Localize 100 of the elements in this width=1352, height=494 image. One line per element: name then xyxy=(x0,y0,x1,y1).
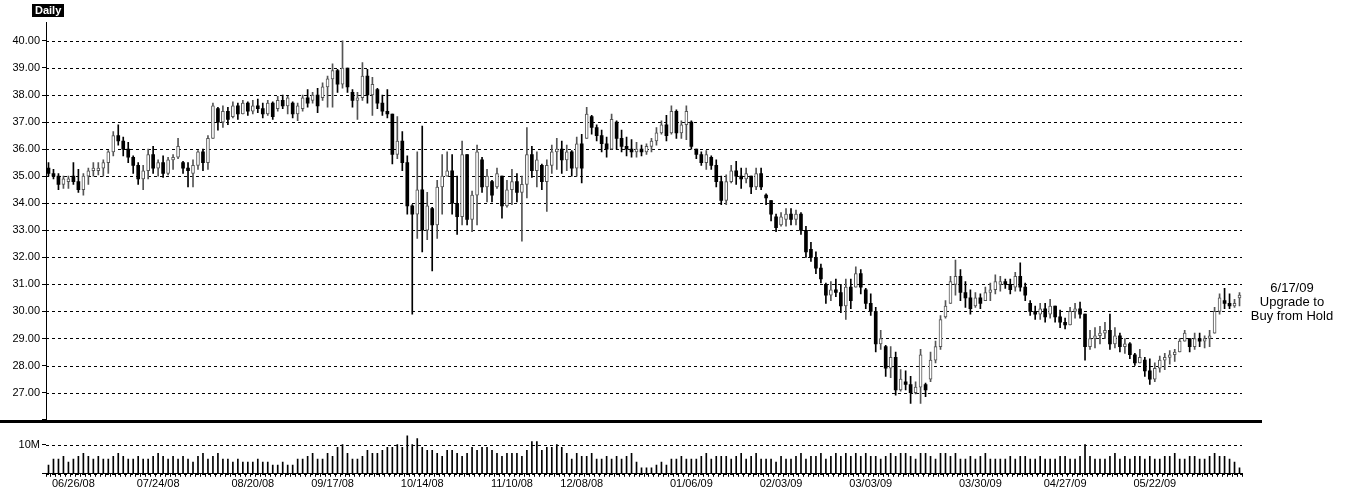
y-tick-label: 30.00 xyxy=(12,304,40,317)
candlestick xyxy=(1177,338,1182,353)
x-tick-label: 07/24/08 xyxy=(136,477,180,490)
candlestick xyxy=(166,156,170,176)
candlestick xyxy=(146,148,150,180)
candlestick xyxy=(231,101,235,119)
candlestick xyxy=(265,100,270,116)
candlestick xyxy=(395,116,400,159)
candlestick xyxy=(1152,362,1157,383)
candlestick xyxy=(1123,338,1127,354)
candlestick xyxy=(794,209,798,226)
candlestick xyxy=(704,150,709,170)
candlestick xyxy=(101,159,106,177)
x-tick-label: 05/22/09 xyxy=(1133,477,1177,490)
candlestick xyxy=(784,208,788,227)
candlestick xyxy=(1103,321,1107,339)
candlestick xyxy=(1088,330,1092,350)
candlestick xyxy=(111,131,116,157)
candlestick xyxy=(1093,327,1097,349)
candlestick xyxy=(355,92,360,120)
candlestick xyxy=(425,192,430,241)
candlestick xyxy=(1048,298,1052,319)
y-tick-label: 35.00 xyxy=(12,169,40,182)
candlestick xyxy=(1182,330,1187,342)
candlestick xyxy=(520,175,524,242)
candlestick xyxy=(495,167,499,189)
y-tick-label: 29.00 xyxy=(12,331,40,344)
candlestick xyxy=(470,190,474,232)
y-tick-label: 32.00 xyxy=(12,250,40,263)
candlestick xyxy=(206,135,210,170)
x-tick-label: 08/20/08 xyxy=(231,477,275,490)
candlestick xyxy=(554,137,559,170)
candlestick xyxy=(510,169,514,205)
candlestick xyxy=(564,144,569,172)
candlestick xyxy=(535,151,539,188)
candlestick xyxy=(1162,353,1167,370)
y-tick-label: 27.00 xyxy=(12,385,40,398)
x-tick-label: 01/06/09 xyxy=(669,477,713,490)
candlestick xyxy=(106,150,111,174)
candlestick xyxy=(191,159,195,188)
y-tick-label: 34.00 xyxy=(12,196,40,209)
candlestick xyxy=(435,179,440,239)
chart-title: Daily xyxy=(32,4,65,17)
candlestick xyxy=(505,179,509,208)
candlestick xyxy=(724,174,729,205)
y-tick-label: 28.00 xyxy=(12,358,40,371)
candlestick xyxy=(1138,348,1142,364)
candlestick xyxy=(988,282,993,301)
candlestick xyxy=(829,281,833,301)
candlestick xyxy=(754,167,758,191)
x-tick-label: 12/08/08 xyxy=(560,477,604,490)
y-tick-label: 37.00 xyxy=(12,115,40,128)
x-tick-label: 03/03/09 xyxy=(849,477,893,490)
candlestick xyxy=(285,96,290,115)
x-tick-label: 06/26/08 xyxy=(51,477,95,490)
x-tick-label: 10/14/08 xyxy=(400,477,444,490)
candlestick xyxy=(584,106,589,139)
candlestick xyxy=(275,96,280,112)
candlestick xyxy=(1073,302,1077,319)
candlestick xyxy=(1172,348,1177,362)
text: 6/17/09 Upgrade to Buy from Hold xyxy=(1250,280,1334,324)
candlestick xyxy=(744,167,748,184)
candlestick xyxy=(525,127,529,199)
y-tick-label: 38.00 xyxy=(12,88,40,101)
candlestick xyxy=(993,274,998,295)
candlestick xyxy=(1013,271,1018,292)
candlestick xyxy=(888,346,893,379)
candlestick xyxy=(1038,302,1043,320)
candlestick xyxy=(545,159,549,212)
x-tick-label: 03/30/09 xyxy=(958,477,1002,490)
candlestick xyxy=(998,275,1003,292)
y-tick-label: 39.00 xyxy=(12,61,40,74)
candlestick xyxy=(241,100,245,115)
x-tick-label: 02/03/09 xyxy=(759,477,803,490)
y-tick-label: 33.00 xyxy=(12,223,40,236)
candlestick xyxy=(729,165,734,184)
candlestick xyxy=(221,105,225,128)
candlestick xyxy=(141,165,146,191)
candlestick xyxy=(1113,327,1117,349)
candlestick xyxy=(485,169,489,203)
y-tick-label: 40.00 xyxy=(12,33,40,46)
candlestick xyxy=(1068,307,1072,326)
candlestick xyxy=(211,102,215,139)
y-tick-label: 31.00 xyxy=(12,277,40,290)
candlestick xyxy=(1098,325,1102,345)
candlestick xyxy=(475,144,479,226)
candlestick xyxy=(574,136,579,177)
y-tick-label: 36.00 xyxy=(12,142,40,155)
candlestick xyxy=(878,330,883,350)
y2-tick-label: 10M xyxy=(18,437,40,450)
candlestick xyxy=(171,154,175,170)
candlestick xyxy=(844,278,848,320)
candlestick xyxy=(440,154,445,215)
candlestick xyxy=(250,100,255,115)
x-tick-label: 04/27/09 xyxy=(1043,477,1087,490)
candlestick xyxy=(1202,335,1207,349)
candlestick xyxy=(1157,355,1162,373)
x-tick-label: 09/17/08 xyxy=(311,477,354,490)
candlestick xyxy=(549,144,554,174)
x-tick-label: 11/10/08 xyxy=(490,477,533,490)
